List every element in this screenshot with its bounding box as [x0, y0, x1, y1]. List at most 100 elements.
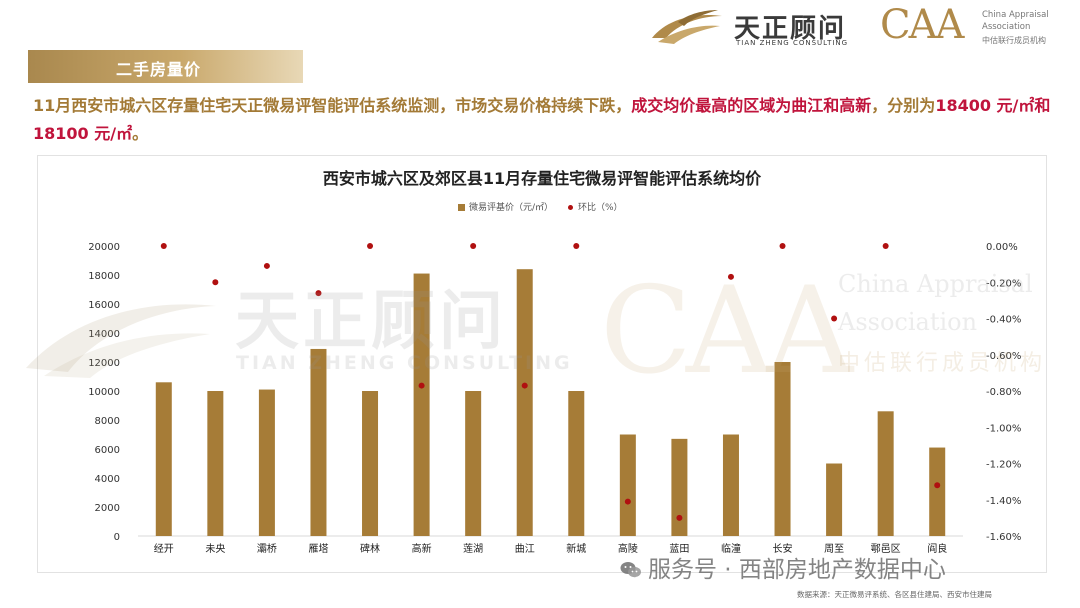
price-bar [413, 273, 430, 536]
caa-logo: CAA China Appraisal Association 中估联行成员机构 [880, 2, 1075, 48]
y-left-tick-label: 4000 [95, 474, 120, 485]
x-category-label: 曲江 [515, 543, 535, 555]
legend-bar-swatch [458, 204, 465, 211]
section-title-tab: 二手房量价 [28, 50, 303, 83]
mom-point [315, 290, 322, 297]
wechat-account-label: 服务号 · 西部房地产数据中心 [648, 557, 946, 583]
chart-title: 西安市城六区及郊区县11月存量住宅微易评智能评估系统均价 [322, 169, 762, 188]
y-right-tick-label: -1.00% [986, 423, 1021, 434]
price-bar [155, 382, 172, 536]
mom-point [779, 243, 786, 249]
y-left-tick-label: 18000 [88, 271, 120, 282]
tianzheng-logo-subtext: TIAN ZHENG CONSULTING [736, 39, 849, 47]
y-left-tick-label: 14000 [88, 329, 120, 340]
mom-point [573, 243, 580, 249]
price-bar [671, 438, 688, 536]
summary-highlight: 成交均价最高的区域为曲江和高新 [631, 96, 872, 115]
x-category-label: 经开 [154, 542, 174, 555]
summary-text-2: ，分别为 [871, 96, 936, 115]
y-left-tick-label: 0 [114, 532, 120, 543]
y-left-tick-label: 12000 [88, 358, 120, 369]
caa-logo-en-line2: Association [982, 22, 1031, 32]
x-category-label: 高新 [412, 542, 432, 555]
caa-logo-en-line1: China Appraisal [982, 10, 1049, 20]
data-source-note: 数据来源：天正微易评系统、各区县住建局、西安市住建局 [797, 590, 992, 599]
price-bar [568, 391, 585, 536]
price-bar [619, 434, 636, 536]
y-right-tick-label: -0.40% [986, 315, 1021, 326]
legend-item-price: 微易评基价（元/㎡） [458, 200, 553, 213]
mom-point [263, 262, 270, 269]
price-bar [877, 411, 894, 536]
price-bar [465, 391, 482, 536]
chart-panel: 西安市城六区及郊区县11月存量住宅微易评智能评估系统均价 微易评基价（元/㎡） … [37, 155, 1047, 573]
y-left-tick-label: 16000 [88, 300, 120, 311]
x-category-label: 未央 [205, 542, 225, 555]
price-bar [258, 389, 275, 536]
mom-point [367, 243, 374, 249]
y-right-tick-label: -0.20% [986, 278, 1021, 289]
mom-point [212, 279, 219, 286]
mom-point [521, 382, 528, 389]
mom-point [831, 315, 838, 322]
header-bar: 天正顾问 TIAN ZHENG CONSULTING CAA China App… [0, 0, 1080, 52]
y-left-tick-label: 6000 [95, 445, 120, 456]
mom-point [470, 243, 477, 249]
wechat-icon [620, 562, 641, 578]
price-bar [207, 391, 224, 536]
mom-point [727, 273, 734, 280]
x-category-label: 周至 [824, 543, 844, 555]
x-category-label: 雁塔 [308, 542, 328, 555]
mom-point [418, 382, 425, 389]
price-bar [826, 463, 843, 536]
tianzheng-swoosh-icon [652, 10, 722, 44]
section-title: 二手房量价 [116, 60, 202, 79]
price-bar [362, 391, 379, 536]
y-left-tick-label: 10000 [88, 387, 120, 398]
caa-logo-cn: 中估联行成员机构 [982, 36, 1046, 45]
x-category-label: 鄠邑区 [871, 543, 901, 555]
mom-point [934, 482, 941, 489]
x-category-label: 长安 [773, 542, 793, 555]
wechat-account-watermark: 服务号 · 西部房地产数据中心 [620, 550, 946, 584]
summary-paragraph: 11月西安市城六区存量住宅天正微易评智能评估系统监测，市场交易价格持续下跌，成交… [33, 92, 1053, 148]
summary-values: 18400 元/㎡和18100 元/㎡ [33, 96, 1051, 143]
x-category-label: 新城 [566, 542, 586, 555]
x-category-label: 高陵 [618, 542, 638, 555]
price-bar [774, 362, 791, 536]
chart-legend: 微易评基价（元/㎡） 环比（%） [38, 200, 1046, 214]
y-right-tick-label: -0.60% [986, 351, 1021, 362]
mom-point [676, 514, 683, 521]
summary-text-end: 。 [132, 124, 149, 143]
mom-point [624, 498, 631, 505]
y-right-tick-label: -1.60% [986, 532, 1021, 543]
x-category-label: 临潼 [721, 542, 741, 555]
x-category-label: 碑林 [360, 542, 380, 555]
legend-dot-swatch [568, 205, 573, 210]
legend-label-mom: 环比（%） [578, 203, 623, 213]
tianzheng-logo: 天正顾问 TIAN ZHENG CONSULTING [648, 6, 863, 47]
y-right-tick-label: -1.20% [986, 460, 1021, 471]
y-left-tick-label: 2000 [95, 503, 120, 514]
y-right-tick-label: -0.80% [986, 387, 1021, 398]
mom-point [882, 243, 889, 249]
chart-plot: 0 2000 4000 6000 8000 10000 12000 14000 16000 180… [88, 242, 1021, 555]
legend-item-mom: 环比（%） [568, 200, 623, 213]
caa-logo-letters: CAA [880, 2, 964, 48]
tianzheng-logo-text: 天正顾问 [734, 14, 847, 44]
x-category-label: 灞桥 [257, 543, 277, 555]
price-bar [516, 269, 533, 536]
mom-point [160, 243, 167, 249]
x-category-label: 阎良 [927, 542, 947, 555]
price-bar [929, 447, 946, 536]
summary-text-1: 11月西安市城六区存量住宅天正微易评智能评估系统监测，市场交易价格持续下跌， [33, 96, 632, 115]
x-category-label: 莲湖 [463, 543, 483, 555]
x-category-label: 蓝田 [669, 543, 689, 555]
legend-label-price: 微易评基价（元/㎡） [469, 203, 554, 213]
y-right-tick-label: 0.00% [986, 242, 1018, 253]
y-right-tick-label: -1.40% [986, 496, 1021, 507]
price-bar [722, 434, 739, 536]
y-left-tick-label: 8000 [95, 416, 120, 427]
price-bar [310, 348, 327, 536]
y-left-tick-label: 20000 [88, 242, 120, 253]
